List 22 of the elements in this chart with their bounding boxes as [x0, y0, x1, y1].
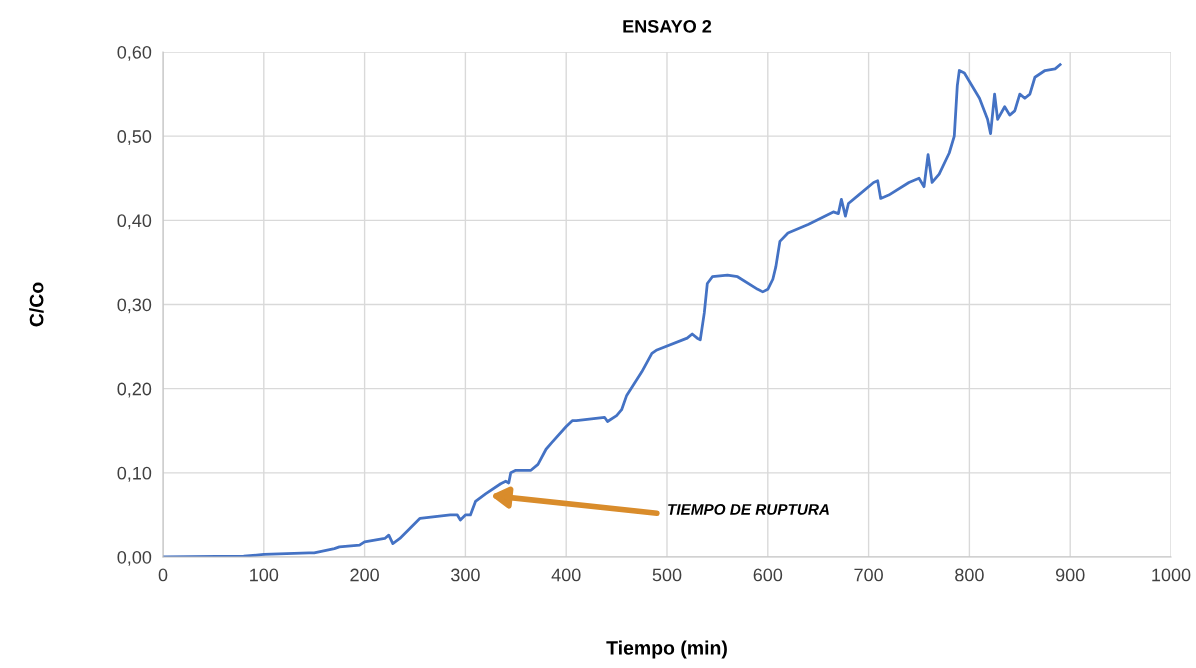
x-tick-label: 400: [551, 568, 581, 582]
x-tick-label: 700: [854, 568, 883, 582]
x-tick-label: 200: [350, 568, 379, 582]
y-tick-label: 0,60: [117, 45, 152, 61]
x-tick-label: 1000: [1152, 568, 1191, 582]
x-tick-label: 600: [753, 568, 783, 582]
x-tick-label: 300: [451, 568, 480, 582]
x-tick-label: 100: [250, 568, 279, 582]
annotation: TIEMPO DE RUPTURA: [668, 503, 829, 515]
y-tick-label: 0,20: [117, 382, 152, 398]
x-tick-label: 900: [1055, 568, 1085, 582]
y-axis-title: C/Co: [29, 282, 44, 327]
y-tick-label: 0,10: [117, 466, 152, 482]
y-tick-label: 0,50: [117, 130, 152, 146]
x-axis-title: Tiempo (min): [606, 640, 727, 659]
x-tick-label: 800: [955, 568, 984, 582]
x-tick-label: 0: [158, 568, 168, 582]
chart-title: ENSAYO 2: [623, 19, 712, 33]
y-tick-label: 0,00: [117, 550, 152, 566]
y-tick-label: 0,30: [117, 298, 152, 314]
x-tick-label: 500: [652, 568, 682, 582]
y-tick-label: 0,40: [117, 214, 152, 230]
